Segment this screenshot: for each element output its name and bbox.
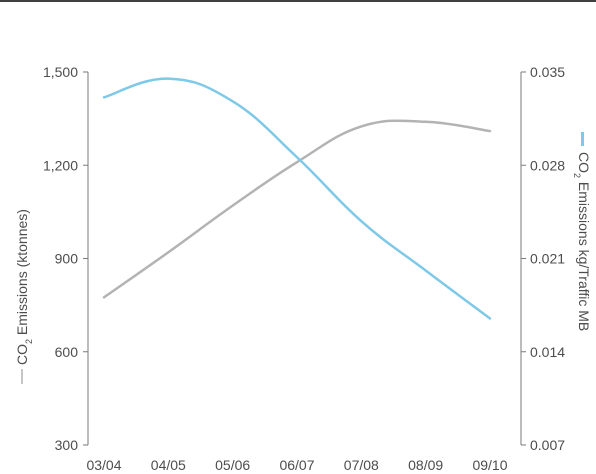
x-tick-label: 09/10 bbox=[472, 457, 507, 473]
x-tick-label: 04/05 bbox=[151, 457, 186, 473]
series-layer bbox=[102, 77, 492, 320]
left-axis-title-subscript: 2 bbox=[24, 339, 34, 344]
x-tick-label: 05/06 bbox=[215, 457, 250, 473]
right-tick-label: 0.007 bbox=[530, 437, 565, 453]
right-axis-title-subscript: 2 bbox=[572, 173, 582, 178]
series-line-kg-per-traffic-mb bbox=[102, 77, 492, 320]
left-tick-label: 600 bbox=[55, 344, 79, 360]
left-tick-label: 1,200 bbox=[43, 157, 78, 173]
right-axis-title-part2: Emissions kg/Traffic MB bbox=[576, 178, 592, 331]
svg-text:CO2 Emissions (ktonnes): CO2 Emissions (ktonnes) bbox=[14, 209, 34, 365]
right-tick-label: 0.035 bbox=[530, 64, 565, 80]
left-axis-title: CO2 Emissions (ktonnes) bbox=[14, 209, 34, 384]
x-tick-label: 03/04 bbox=[86, 457, 121, 473]
left-axis-title-part1: CO bbox=[14, 344, 30, 365]
x-tick-label: 08/09 bbox=[408, 457, 443, 473]
left-axis-title-part2: Emissions (ktonnes) bbox=[14, 209, 30, 339]
right-axis-title: CO2 Emissions kg/Traffic MB bbox=[572, 132, 592, 331]
right-tick-label: 0.021 bbox=[530, 251, 565, 267]
x-tick-label: 06/07 bbox=[279, 457, 314, 473]
right-axis-title-part1: CO bbox=[576, 152, 592, 173]
left-tick-label: 1,500 bbox=[43, 64, 78, 80]
x-tick-label: 07/08 bbox=[344, 457, 379, 473]
left-tick-label: 900 bbox=[55, 251, 79, 267]
right-axis-ticks: 0.035 0.028 0.021 0.014 0.007 bbox=[521, 64, 565, 453]
right-tick-label: 0.028 bbox=[530, 157, 565, 173]
series-line-ktonnes bbox=[102, 119, 492, 299]
right-tick-label: 0.014 bbox=[530, 344, 565, 360]
right-series-legend-marker bbox=[581, 132, 584, 146]
left-tick-label: 300 bbox=[55, 437, 79, 453]
left-axis-ticks: 1,500 1,200 900 600 300 bbox=[43, 64, 88, 453]
x-axis-ticks: 03/04 04/05 05/06 06/07 07/08 08/09 09/10 bbox=[86, 457, 507, 473]
svg-text:CO2 Emissions kg/Traffic MB: CO2 Emissions kg/Traffic MB bbox=[572, 152, 592, 331]
